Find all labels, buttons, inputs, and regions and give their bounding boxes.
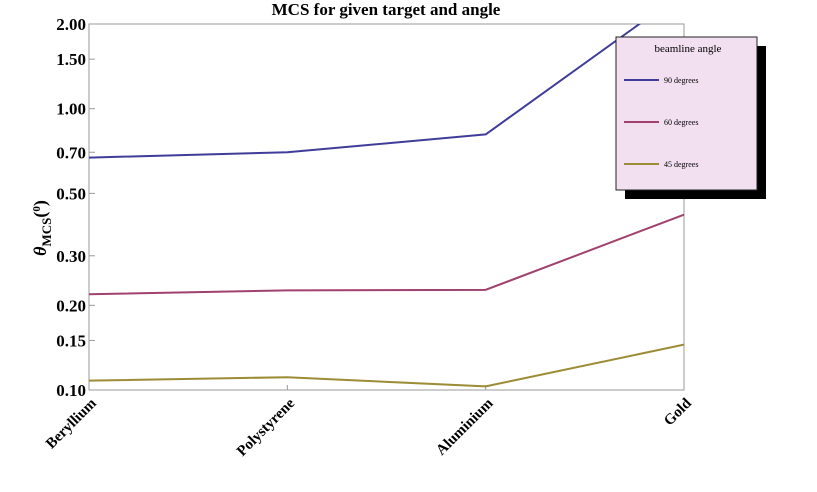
y-tick-label: 0.50: [56, 184, 86, 203]
y-tick-label: 1.50: [56, 50, 86, 69]
x-axis: Beryllium Polystyrene Aluminium Gold: [43, 385, 695, 460]
y-axis-label-superscript: 0: [31, 206, 43, 212]
y-axis-label: θMCS(0): [30, 200, 54, 256]
legend-items: 90 degrees 60 degrees 45 degrees: [624, 76, 698, 169]
y-tick-label: 0.20: [56, 296, 86, 315]
series-line-90-degrees: [89, 24, 642, 159]
y-tick-label: 0.70: [56, 143, 86, 162]
y-tick-label: 0.30: [56, 247, 86, 266]
series-layer: [89, 24, 684, 388]
series-line-60-degrees: [89, 213, 684, 296]
y-tick-label: 2.00: [56, 15, 86, 34]
y-axis-label-subscript: MCS: [39, 218, 54, 247]
legend-label: 45 degrees: [664, 160, 698, 169]
y-axis-label-paren-open: (: [30, 212, 51, 218]
plot-frame: [88, 23, 685, 391]
legend-title: beamline angle: [655, 43, 722, 55]
legend-label: 90 degrees: [664, 76, 698, 85]
legend-label: 60 degrees: [664, 118, 698, 127]
legend: beamline angle 90 degrees 60 degrees 45 de…: [615, 36, 766, 199]
x-tick-label-gold: Gold: [661, 395, 695, 429]
y-axis: 0.10 0.15 0.20 0.30 0.50 0.70 1.00 1.50 2.00: [56, 15, 95, 400]
y-axis-label-paren-close: ): [30, 200, 51, 206]
x-tick-label-beryllium: Beryllium: [43, 395, 100, 452]
x-tick-label-polystyrene: Polystyrene: [234, 395, 298, 459]
chart-title: MCS for given target and angle: [272, 0, 501, 19]
y-tick-label: 0.10: [56, 381, 86, 400]
y-tick-label: 0.15: [56, 331, 86, 350]
y-axis-label-symbol: θ: [30, 246, 50, 256]
x-tick-label-aluminium: Aluminium: [433, 395, 497, 459]
series-line-45-degrees: [89, 343, 684, 388]
y-tick-label: 1.00: [56, 100, 86, 119]
